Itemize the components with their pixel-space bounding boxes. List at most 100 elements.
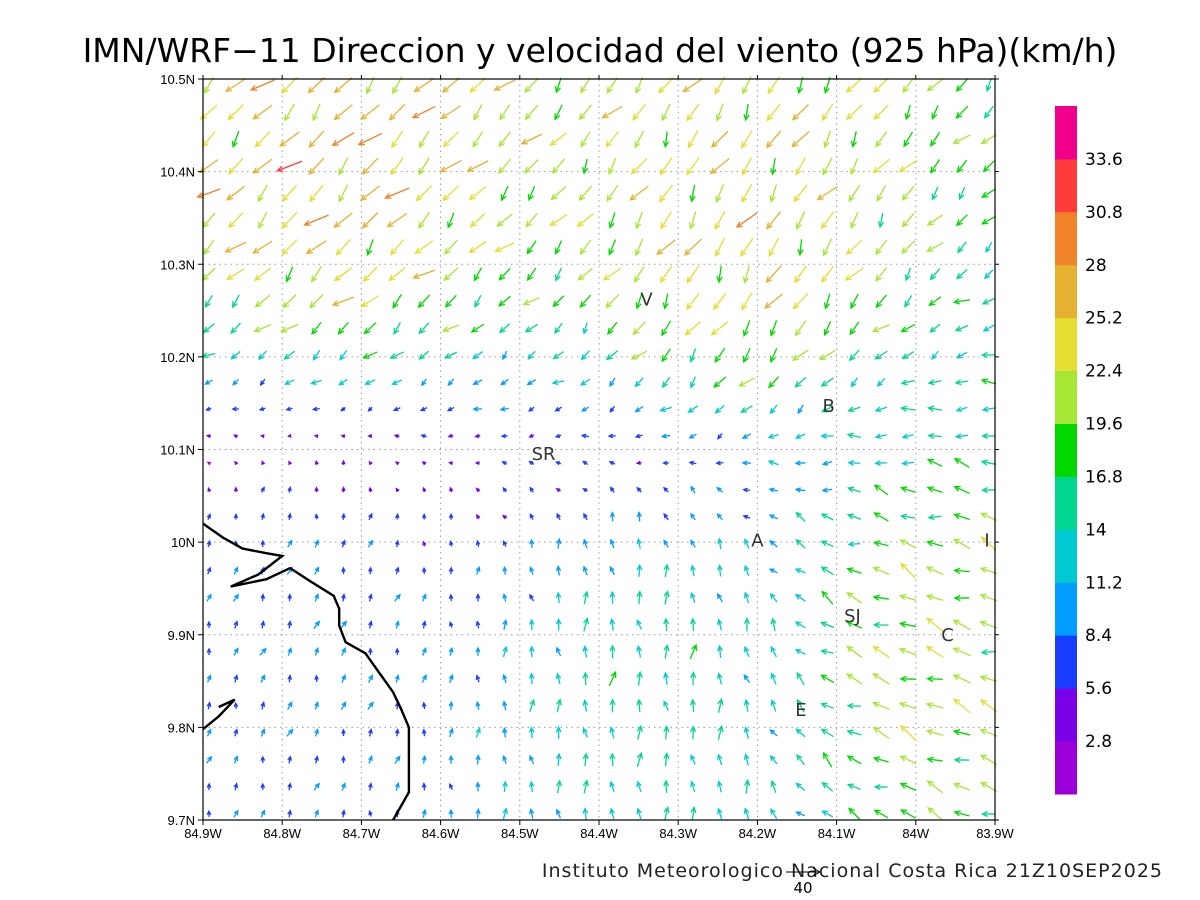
wind-vector (418, 157, 430, 176)
wind-vector (662, 293, 669, 310)
wind-vector (582, 698, 589, 712)
wind-vector (609, 377, 616, 388)
wind-vector (874, 460, 888, 466)
wind-vector (636, 619, 642, 630)
wind-vector (556, 646, 562, 657)
wind-vector (796, 77, 804, 95)
wind-vector (899, 486, 916, 493)
wind-vector (308, 294, 324, 309)
wind-vector (634, 130, 645, 149)
wind-vector (636, 590, 643, 605)
wind-vector (254, 294, 271, 308)
wind-vector (925, 566, 944, 576)
wind-vector (875, 239, 888, 256)
wind-vector (716, 265, 723, 284)
wind-vector (743, 591, 750, 604)
wind-vector (607, 321, 618, 336)
wind-vector (609, 405, 616, 413)
wind-vector (876, 377, 886, 387)
wind-vector (952, 298, 971, 305)
wind-vector (581, 406, 590, 412)
colorbar-swatch (1055, 741, 1077, 795)
wind-vector (900, 323, 916, 333)
wind-vector (901, 185, 915, 201)
wind-vector (468, 186, 487, 201)
wind-vector (475, 726, 481, 738)
wind-vector (636, 670, 643, 686)
wind-vector (233, 755, 239, 764)
wind-vector (663, 512, 669, 521)
wind-vector (529, 593, 535, 602)
wind-vector (741, 433, 752, 439)
wind-vector (287, 647, 293, 656)
wind-vector (979, 754, 998, 766)
wind-vector (953, 567, 970, 574)
wind-vector (260, 486, 265, 493)
wind-vector (821, 460, 833, 466)
wind-vector (981, 486, 996, 494)
wind-vector (876, 185, 887, 202)
wind-vector (605, 131, 620, 148)
wind-vector (204, 294, 214, 308)
wind-vector (528, 726, 535, 739)
wind-vector (980, 810, 996, 818)
place-label: A (751, 530, 764, 551)
wind-vector (872, 158, 890, 174)
wind-vector (367, 433, 373, 438)
wind-vector (769, 754, 778, 765)
wind-vector (823, 293, 831, 310)
wind-vector (819, 621, 835, 629)
wind-vector (388, 267, 406, 282)
wind-vector (955, 105, 969, 119)
wind-vector (525, 213, 538, 228)
wind-vector (606, 77, 619, 94)
wind-vector (717, 432, 723, 440)
wind-vector (743, 645, 750, 658)
wind-vector (360, 295, 380, 308)
wind-vector (287, 512, 292, 521)
wind-vector (206, 461, 212, 466)
wind-vector (925, 645, 944, 658)
wind-vector (258, 211, 268, 230)
wind-vector (555, 752, 562, 766)
wind-vector (394, 728, 400, 737)
wind-vector (499, 406, 509, 412)
wind-vector (765, 265, 782, 284)
wind-vector (632, 321, 646, 336)
wind-vector (846, 591, 862, 604)
x-tick-label: 84.2W (739, 826, 777, 841)
wind-vector (498, 158, 512, 175)
wind-vector (690, 539, 696, 548)
colorbar-label: 19.6 (1085, 415, 1123, 435)
wind-vector (260, 620, 266, 629)
wind-vector (767, 460, 779, 466)
wind-vector (741, 460, 751, 466)
wind-vector (555, 725, 562, 739)
wind-vector (340, 434, 346, 439)
wind-vector (470, 323, 485, 333)
colorbar-swatch (1055, 370, 1077, 425)
wind-vector (501, 460, 508, 466)
wind-vector (281, 211, 298, 229)
wind-vector (635, 293, 643, 310)
wind-vector (502, 540, 508, 547)
wind-vector (232, 378, 240, 386)
wind-vector (552, 351, 564, 360)
wind-vector (927, 514, 942, 521)
wind-vector (931, 105, 939, 120)
wind-vector (926, 78, 944, 92)
wind-vector (794, 621, 806, 629)
wind-vector (502, 514, 507, 520)
wind-vector (930, 132, 941, 147)
wind-vector (554, 104, 563, 121)
wind-vector (768, 514, 778, 520)
wind-vector (341, 755, 346, 764)
wind-vector (980, 536, 997, 552)
wind-vector (767, 433, 779, 439)
wind-vector (368, 809, 373, 817)
wind-vector (845, 673, 863, 685)
colorbar-swatch (1055, 211, 1077, 266)
wind-vector (953, 457, 970, 468)
wind-vector (635, 211, 643, 230)
wind-vector (872, 701, 890, 710)
